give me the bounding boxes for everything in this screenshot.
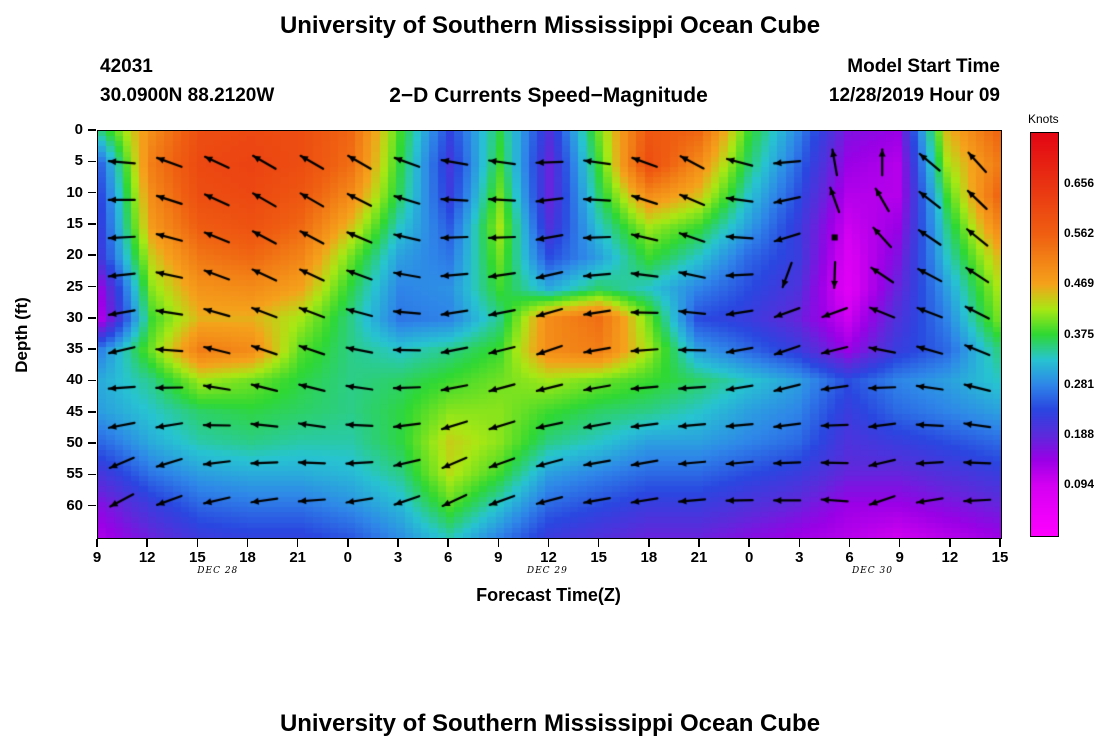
x-tick-mark bbox=[698, 538, 700, 547]
heatmap-canvas bbox=[98, 131, 1001, 538]
x-tick-mark bbox=[798, 538, 801, 547]
x-tick-label: 18 bbox=[239, 549, 256, 566]
y-tick-mark bbox=[88, 285, 96, 288]
colorbar-tick-label: 0.656 bbox=[1064, 175, 1095, 190]
x-tick-label: 6 bbox=[443, 549, 453, 566]
y-tick-label: 45 bbox=[66, 402, 83, 420]
x-tick-label: 18 bbox=[640, 549, 658, 566]
y-tick-mark bbox=[88, 129, 96, 131]
y-tick-mark bbox=[88, 379, 96, 382]
x-tick-label: 9 bbox=[92, 549, 102, 566]
main-title: University of Southern Mississippi Ocean… bbox=[279, 12, 821, 39]
x-tick-mark bbox=[447, 538, 449, 547]
x-tick-label: 0 bbox=[343, 549, 352, 566]
model-start-time-value: 12/28/2019 Hour 09 bbox=[828, 85, 1000, 106]
y-tick-label: 15 bbox=[66, 214, 83, 232]
x-tick-mark bbox=[146, 538, 148, 547]
y-tick-mark bbox=[88, 223, 96, 225]
y-tick-label: 0 bbox=[74, 121, 83, 138]
x-tick-label: 21 bbox=[690, 549, 708, 566]
x-tick-label: 21 bbox=[289, 549, 306, 566]
colorbar-unit-label: Knots bbox=[1028, 112, 1059, 126]
x-tick-mark bbox=[848, 538, 851, 547]
y-tick-label: 50 bbox=[66, 434, 83, 452]
x-tick-mark bbox=[347, 538, 349, 547]
plot-area bbox=[97, 130, 1002, 539]
y-tick-mark bbox=[88, 411, 96, 413]
x-tick-label: 12 bbox=[138, 549, 156, 566]
x-tick-label: 15 bbox=[188, 549, 206, 566]
x-tick-mark bbox=[898, 538, 901, 547]
x-tick-mark bbox=[96, 538, 98, 547]
y-tick-label: 30 bbox=[66, 308, 83, 326]
x-tick-label: 15 bbox=[590, 549, 607, 566]
x-tick-label: 9 bbox=[494, 549, 503, 566]
x-tick-mark bbox=[999, 538, 1001, 547]
y-tick-label: 20 bbox=[66, 246, 83, 264]
y-tick-mark bbox=[88, 254, 96, 256]
y-tick-mark bbox=[88, 442, 96, 444]
x-axis-label: Forecast Time(Z) bbox=[476, 585, 621, 605]
x-tick-label: 3 bbox=[393, 549, 403, 566]
x-tick-mark bbox=[648, 538, 650, 547]
colorbar-tick-label: 0.094 bbox=[1064, 477, 1095, 492]
colorbar-tick-label: 0.469 bbox=[1064, 275, 1095, 290]
station-id: 42031 bbox=[100, 56, 153, 77]
x-tick-mark bbox=[949, 538, 951, 547]
colorbar-canvas bbox=[1031, 133, 1058, 536]
colorbar-tick-label: 0.375 bbox=[1064, 326, 1095, 341]
footer-title: University of Southern Mississippi Ocean… bbox=[279, 710, 821, 737]
model-start-time-label: Model Start Time bbox=[847, 56, 1000, 77]
x-tick-label: 15 bbox=[991, 549, 1009, 566]
x-tick-label: 9 bbox=[895, 549, 904, 566]
x-tick-mark bbox=[296, 538, 299, 547]
y-tick-label: 10 bbox=[66, 183, 83, 201]
x-tick-mark bbox=[196, 538, 199, 547]
x-tick-label: 12 bbox=[540, 549, 557, 566]
plot-subtitle: 2−D Currents Speed−Magnitude bbox=[389, 84, 708, 107]
y-tick-label: 60 bbox=[66, 496, 83, 514]
y-tick-mark bbox=[88, 473, 96, 476]
x-tick-mark bbox=[497, 538, 500, 547]
y-tick-label: 55 bbox=[66, 465, 83, 483]
y-tick-label: 5 bbox=[74, 152, 83, 170]
y-tick-mark bbox=[88, 348, 96, 350]
date-label: DEC 29 bbox=[526, 566, 568, 576]
y-tick-label: 40 bbox=[66, 371, 83, 389]
x-tick-mark bbox=[597, 538, 600, 547]
x-tick-label: 0 bbox=[744, 549, 754, 566]
x-tick-mark bbox=[748, 538, 750, 547]
x-tick-label: 6 bbox=[845, 549, 854, 566]
x-tick-mark bbox=[397, 538, 399, 547]
date-label: DEC 28 bbox=[197, 566, 239, 576]
y-tick-mark bbox=[88, 191, 96, 194]
y-tick-mark bbox=[88, 160, 96, 163]
station-coordinates: 30.0900N 88.2120W bbox=[100, 85, 275, 106]
colorbar-tick-label: 0.562 bbox=[1064, 226, 1095, 241]
x-tick-mark bbox=[547, 538, 550, 547]
x-tick-label: 12 bbox=[941, 549, 959, 566]
date-label: DEC 30 bbox=[851, 566, 893, 576]
colorbar-tick-label: 0.281 bbox=[1064, 377, 1095, 391]
y-axis-label: Depth (ft) bbox=[12, 297, 31, 373]
y-tick-label: 35 bbox=[66, 340, 83, 358]
y-tick-label: 25 bbox=[66, 277, 83, 295]
colorbar bbox=[1030, 132, 1059, 537]
y-tick-mark bbox=[88, 317, 96, 319]
x-tick-mark bbox=[246, 538, 249, 547]
y-tick-mark bbox=[88, 504, 96, 507]
x-tick-label: 3 bbox=[795, 549, 804, 566]
colorbar-tick-label: 0.188 bbox=[1064, 426, 1095, 441]
